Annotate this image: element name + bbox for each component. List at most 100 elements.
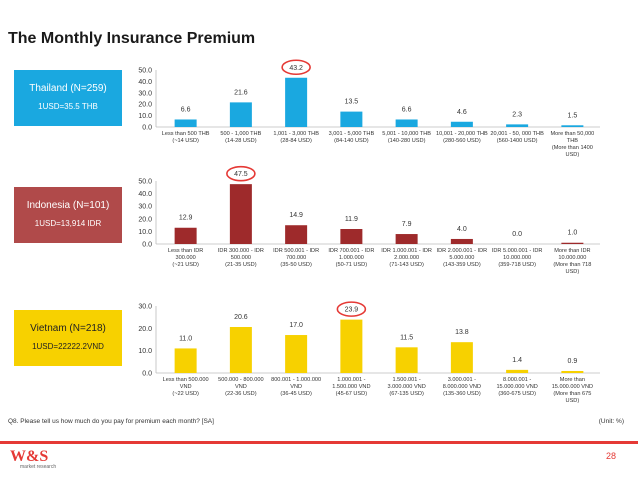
indonesia-bar: [174, 227, 197, 244]
indonesia-value-label: 4.0: [457, 226, 467, 233]
thailand-value-label: 2.3: [512, 111, 522, 118]
vietnam-value-label: 11.0: [179, 335, 192, 342]
indonesia-category-label: IDR 700.001 - IDR 1.000.000 (50-71 USD): [328, 248, 374, 268]
thailand-category-label: 10,001 - 20,000 THB (280-560 USD): [436, 131, 488, 144]
thailand-bar: [229, 102, 252, 127]
indonesia-category-label: IDR 5.000.001 - IDR 10.000.000 (359-718 US…: [492, 248, 543, 268]
thailand-value-label: 6.6: [402, 106, 412, 113]
company-logo: W&S market research: [10, 448, 70, 474]
indonesia-category-label: Less than IDR 300.000 (~21 USD): [168, 248, 203, 268]
thailand-panel: Thailand (N=259) 1USD=35.5 THB: [14, 70, 122, 126]
thailand-highlight-circle: [281, 59, 311, 76]
indonesia-panel: Indonesia (N=101) 1USD=13,914 IDR: [14, 187, 122, 243]
thailand-value-label: 13.5: [345, 99, 359, 106]
vietnam-bar: [174, 348, 197, 373]
thailand-y-tick-label: 0.0: [142, 125, 152, 132]
vietnam-value-label: 17.0: [289, 322, 303, 329]
vietnam-panel: Vietnam (N=218) 1USD=22222.2VND: [14, 310, 122, 366]
thailand-panel-name: Thailand (N=259): [29, 83, 107, 94]
vietnam-category-label: More than 15.000.000 VND (More than 675 USD…: [552, 377, 593, 404]
vietnam-bar: [561, 370, 584, 373]
vietnam-category-label: 800.001 - 1.000.000 VND (36-45 USD): [271, 377, 321, 397]
thailand-bar: [285, 77, 308, 127]
thailand-bar: [506, 124, 529, 127]
indonesia-bar: [395, 234, 418, 244]
page-title: The Monthly Insurance Premium: [8, 30, 256, 47]
vietnam-bar: [450, 342, 473, 373]
vietnam-bar: [285, 335, 308, 373]
vietnam-value-label: 20.6: [234, 314, 248, 321]
thailand-category-label: 3,001 - 5,000 THB (84-140 USD): [329, 131, 375, 144]
indonesia-value-label: 14.9: [289, 212, 303, 219]
indonesia-y-tick-label: 0.0: [142, 242, 152, 249]
vietnam-y-tick-label: 10.0: [138, 348, 152, 355]
vietnam-bar: [229, 326, 252, 373]
vietnam-category-label: Less than 500.000 VND (~22 USD): [163, 377, 209, 397]
indonesia-category-label: IDR 300.000 - IDR 500.000 (21-35 USD): [218, 248, 264, 268]
question-note: Q8. Please tell us how much do you pay f…: [8, 418, 214, 425]
indonesia-y-tick-label: 30.0: [138, 204, 152, 211]
vietnam-value-label: 1.4: [512, 357, 522, 364]
indonesia-category-label: IDR 2.000.001 - IDR 5.000.000 (143-359 USD…: [437, 248, 488, 268]
indonesia-value-label: 7.9: [402, 221, 412, 228]
vietnam-y-tick-label: 30.0: [138, 304, 152, 311]
thailand-category-label: Less than 500 THB (~14 USD): [162, 131, 210, 144]
thailand-y-tick-label: 10.0: [138, 113, 152, 120]
logo-mark: W&S: [10, 448, 49, 465]
vietnam-highlight-circle: [336, 301, 367, 317]
thailand-category-label: 5,001 - 10,000 THB (140-280 USD): [382, 131, 431, 144]
vietnam-bar: [506, 369, 529, 373]
vietnam-panel-rate: 1USD=22222.2VND: [32, 342, 104, 351]
thailand-y-tick-label: 40.0: [138, 79, 152, 86]
indonesia-highlight-circle: [226, 165, 256, 182]
thailand-y-tick-label: 30.0: [138, 90, 152, 97]
indonesia-bar: [229, 184, 252, 244]
indonesia-bar: [285, 225, 308, 244]
indonesia-bar: [561, 242, 584, 244]
vietnam-category-label: 1.000.001 -1.500.000 VND (45-67 USD): [332, 377, 370, 397]
thailand-panel-rate: 1USD=35.5 THB: [38, 102, 98, 111]
indonesia-y-tick-label: 10.0: [138, 229, 152, 236]
thailand-category-label: More than 50,000 THB (More than 1400 USD): [550, 131, 594, 158]
indonesia-y-tick-label: 40.0: [138, 191, 152, 198]
vietnam-category-label: 3.000.001 -8.000.000 VND (135-360 USD): [443, 377, 481, 397]
thailand-bar: [561, 125, 584, 127]
vietnam-chart: 30.0 20.0 10.0 0.0 11.0 Less than 500.000 VND(…: [138, 301, 600, 404]
vietnam-category-label: 500.000 - 800.000 VND (22-36 USD): [218, 377, 263, 397]
thailand-value-label: 6.6: [181, 106, 191, 113]
vietnam-bar: [395, 347, 418, 373]
indonesia-bar: [450, 238, 473, 244]
thailand-value-label: 21.6: [234, 89, 248, 96]
thailand-chart: 50.0 40.0 30.0 20.0 10.0 0.0 6.6 Less than 500 …: [138, 59, 600, 158]
unit-note: (Unit: %): [598, 418, 624, 425]
thailand-category-label: 500 - 1,000 THB (14-28 USD): [220, 131, 261, 144]
footer-divider: [0, 441, 638, 444]
indonesia-category-label: IDR 500.001 - IDR 700.000 (35-50 USD): [273, 248, 319, 268]
indonesia-chart: 50.0 40.0 30.0 20.0 10.0 0.0 12.9 Less than IDR…: [138, 165, 600, 275]
page-number: 28: [605, 451, 616, 461]
logo-subtitle: market research: [20, 464, 57, 470]
thailand-bar: [174, 119, 197, 127]
thailand-value-label: 4.6: [457, 109, 467, 116]
vietnam-value-label: 0.9: [568, 358, 578, 365]
vietnam-value-label: 23.9: [345, 307, 359, 314]
indonesia-y-tick-label: 50.0: [138, 179, 152, 186]
thailand-bar: [395, 119, 418, 127]
vietnam-category-label: 8.000.001 -15.000.000 VND (360-675 USD): [496, 377, 537, 397]
indonesia-y-tick-label: 20.0: [138, 216, 152, 223]
vietnam-category-label: 1.500.001 -3.000.000 VND (67-135 USD): [388, 377, 426, 397]
indonesia-value-label: 47.5: [234, 171, 248, 178]
vietnam-y-tick-label: 0.0: [142, 371, 152, 378]
vietnam-value-label: 13.8: [455, 329, 469, 336]
indonesia-panel-name: Indonesia (N=101): [26, 200, 110, 211]
indonesia-value-label: 1.0: [568, 230, 578, 237]
thailand-value-label: 43.2: [289, 65, 303, 72]
indonesia-category-label: IDR 1.000.001 - IDR 2.000.000 (71-143 USD): [381, 248, 432, 268]
vietnam-value-label: 11.5: [400, 334, 413, 341]
thailand-value-label: 1.5: [568, 112, 578, 119]
indonesia-category-label: More than IDR 10.000.000 (More than 718 USD…: [553, 248, 591, 275]
thailand-y-tick-label: 50.0: [138, 68, 152, 75]
indonesia-panel-rate: 1USD=13,914 IDR: [34, 219, 102, 228]
indonesia-value-label: 0.0: [512, 231, 522, 238]
